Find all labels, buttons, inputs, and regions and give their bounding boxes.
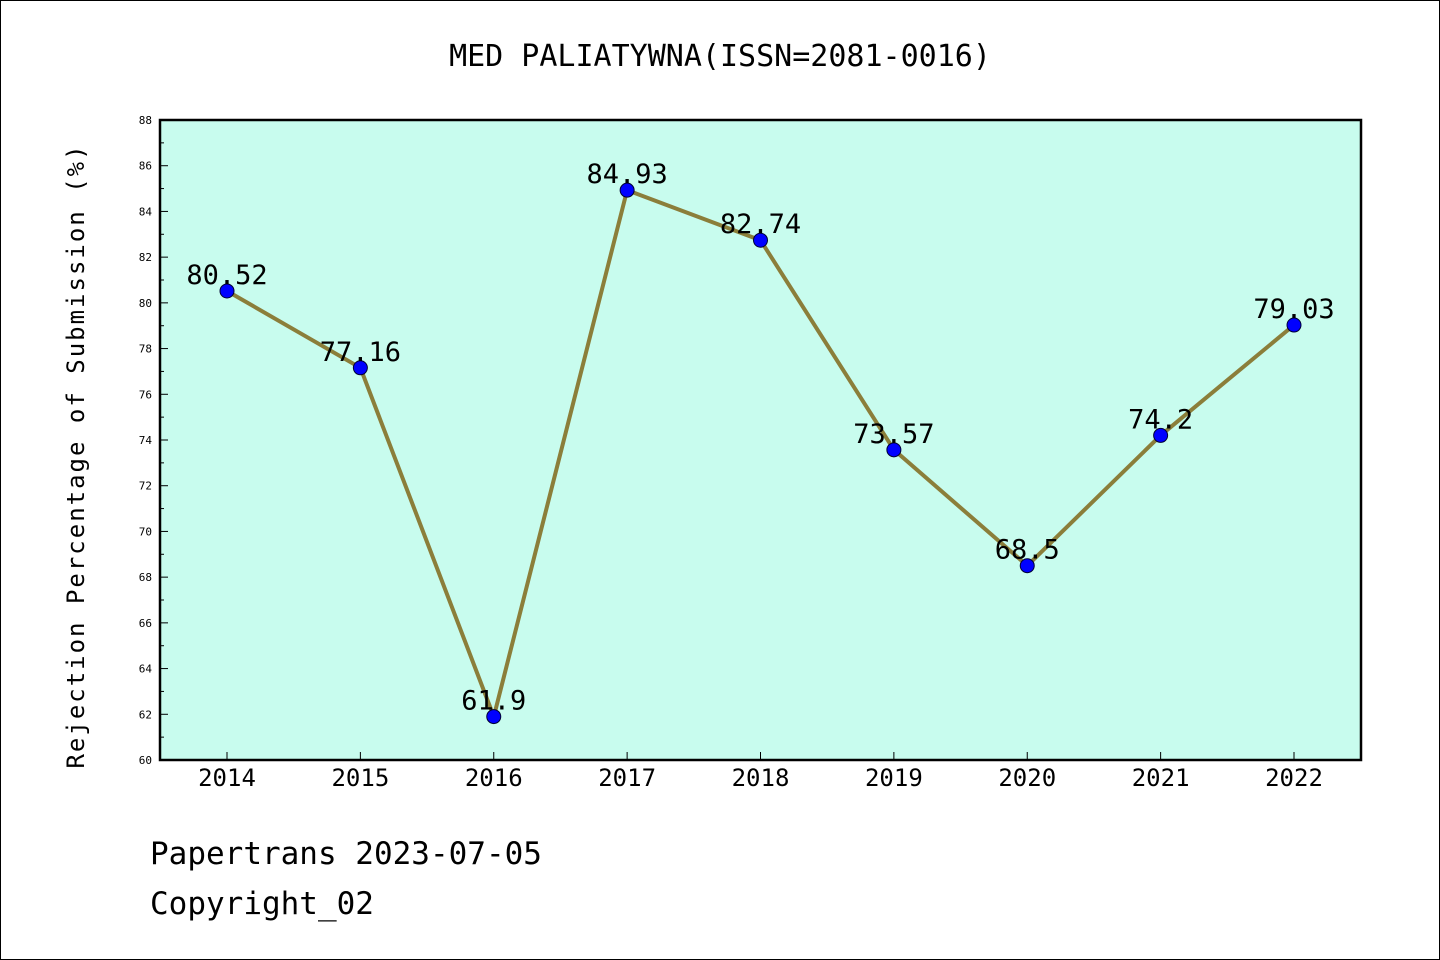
y-axis-label: Rejection Percentage of Submission (%) (62, 143, 90, 768)
data-label: 82.74 (720, 209, 801, 240)
data-label: 61.9 (461, 686, 526, 717)
y-tick-label: 62 (139, 708, 152, 721)
data-label: 74.2 (1128, 404, 1193, 435)
y-tick-label: 60 (139, 754, 152, 767)
data-point (1153, 427, 1169, 443)
x-tick-label: 2020 (998, 764, 1056, 792)
y-tick-label: 86 (139, 160, 152, 173)
x-tick-label: 2018 (732, 764, 790, 792)
x-tick-label: 2015 (331, 764, 389, 792)
footer-copyright: Copyright_02 (150, 886, 374, 922)
data-label: 84.93 (586, 159, 667, 190)
y-tick-label: 78 (139, 343, 152, 356)
data-points (219, 182, 1302, 725)
data-point (219, 283, 235, 299)
data-point (352, 360, 368, 376)
data-point (753, 232, 768, 248)
data-point (1019, 558, 1035, 574)
y-tick-label: 84 (139, 205, 153, 218)
x-tick-label: 2017 (598, 764, 656, 792)
data-label: 79.03 (1253, 294, 1334, 325)
plot-border (158, 118, 1363, 762)
y-tick-label: 68 (139, 571, 152, 584)
y-tick-label: 82 (139, 251, 152, 264)
y-tick-label: 70 (139, 525, 152, 538)
x-tick-label: 2019 (865, 764, 923, 792)
data-point (619, 182, 635, 198)
y-tick-label: 74 (139, 434, 153, 447)
y-tick-label: 80 (139, 297, 152, 310)
data-point (1286, 317, 1302, 333)
x-axis-ticks: 2014 2015 2016 2017 2018 2019 2020 2021 2022 (198, 752, 1323, 792)
x-tick-label: 2022 (1265, 764, 1323, 792)
footer-date: Papertrans 2023-07-05 (150, 836, 542, 872)
x-tick-label: 2021 (1132, 764, 1190, 792)
data-point (886, 442, 902, 458)
chart-title: MED PALIATYWNA(ISSN=2081-0016) (449, 39, 991, 74)
data-labels: 80.52 77.16 61.9 84.93 82.74 73.57 68.5 74.2 79.… (186, 159, 1334, 716)
x-tick-label: 2014 (198, 764, 256, 792)
y-tick-label: 76 (139, 388, 152, 401)
y-tick-label: 66 (139, 617, 152, 630)
y-tick-label: 64 (139, 663, 153, 676)
data-label: 77.16 (320, 337, 401, 368)
data-point (486, 709, 502, 725)
data-label: 80.52 (186, 260, 267, 291)
data-label: 73.57 (853, 419, 934, 450)
data-label: 68.5 (995, 535, 1060, 566)
y-tick-label: 88 (139, 114, 152, 127)
x-tick-label: 2016 (465, 764, 523, 792)
y-tick-label: 72 (139, 480, 152, 493)
